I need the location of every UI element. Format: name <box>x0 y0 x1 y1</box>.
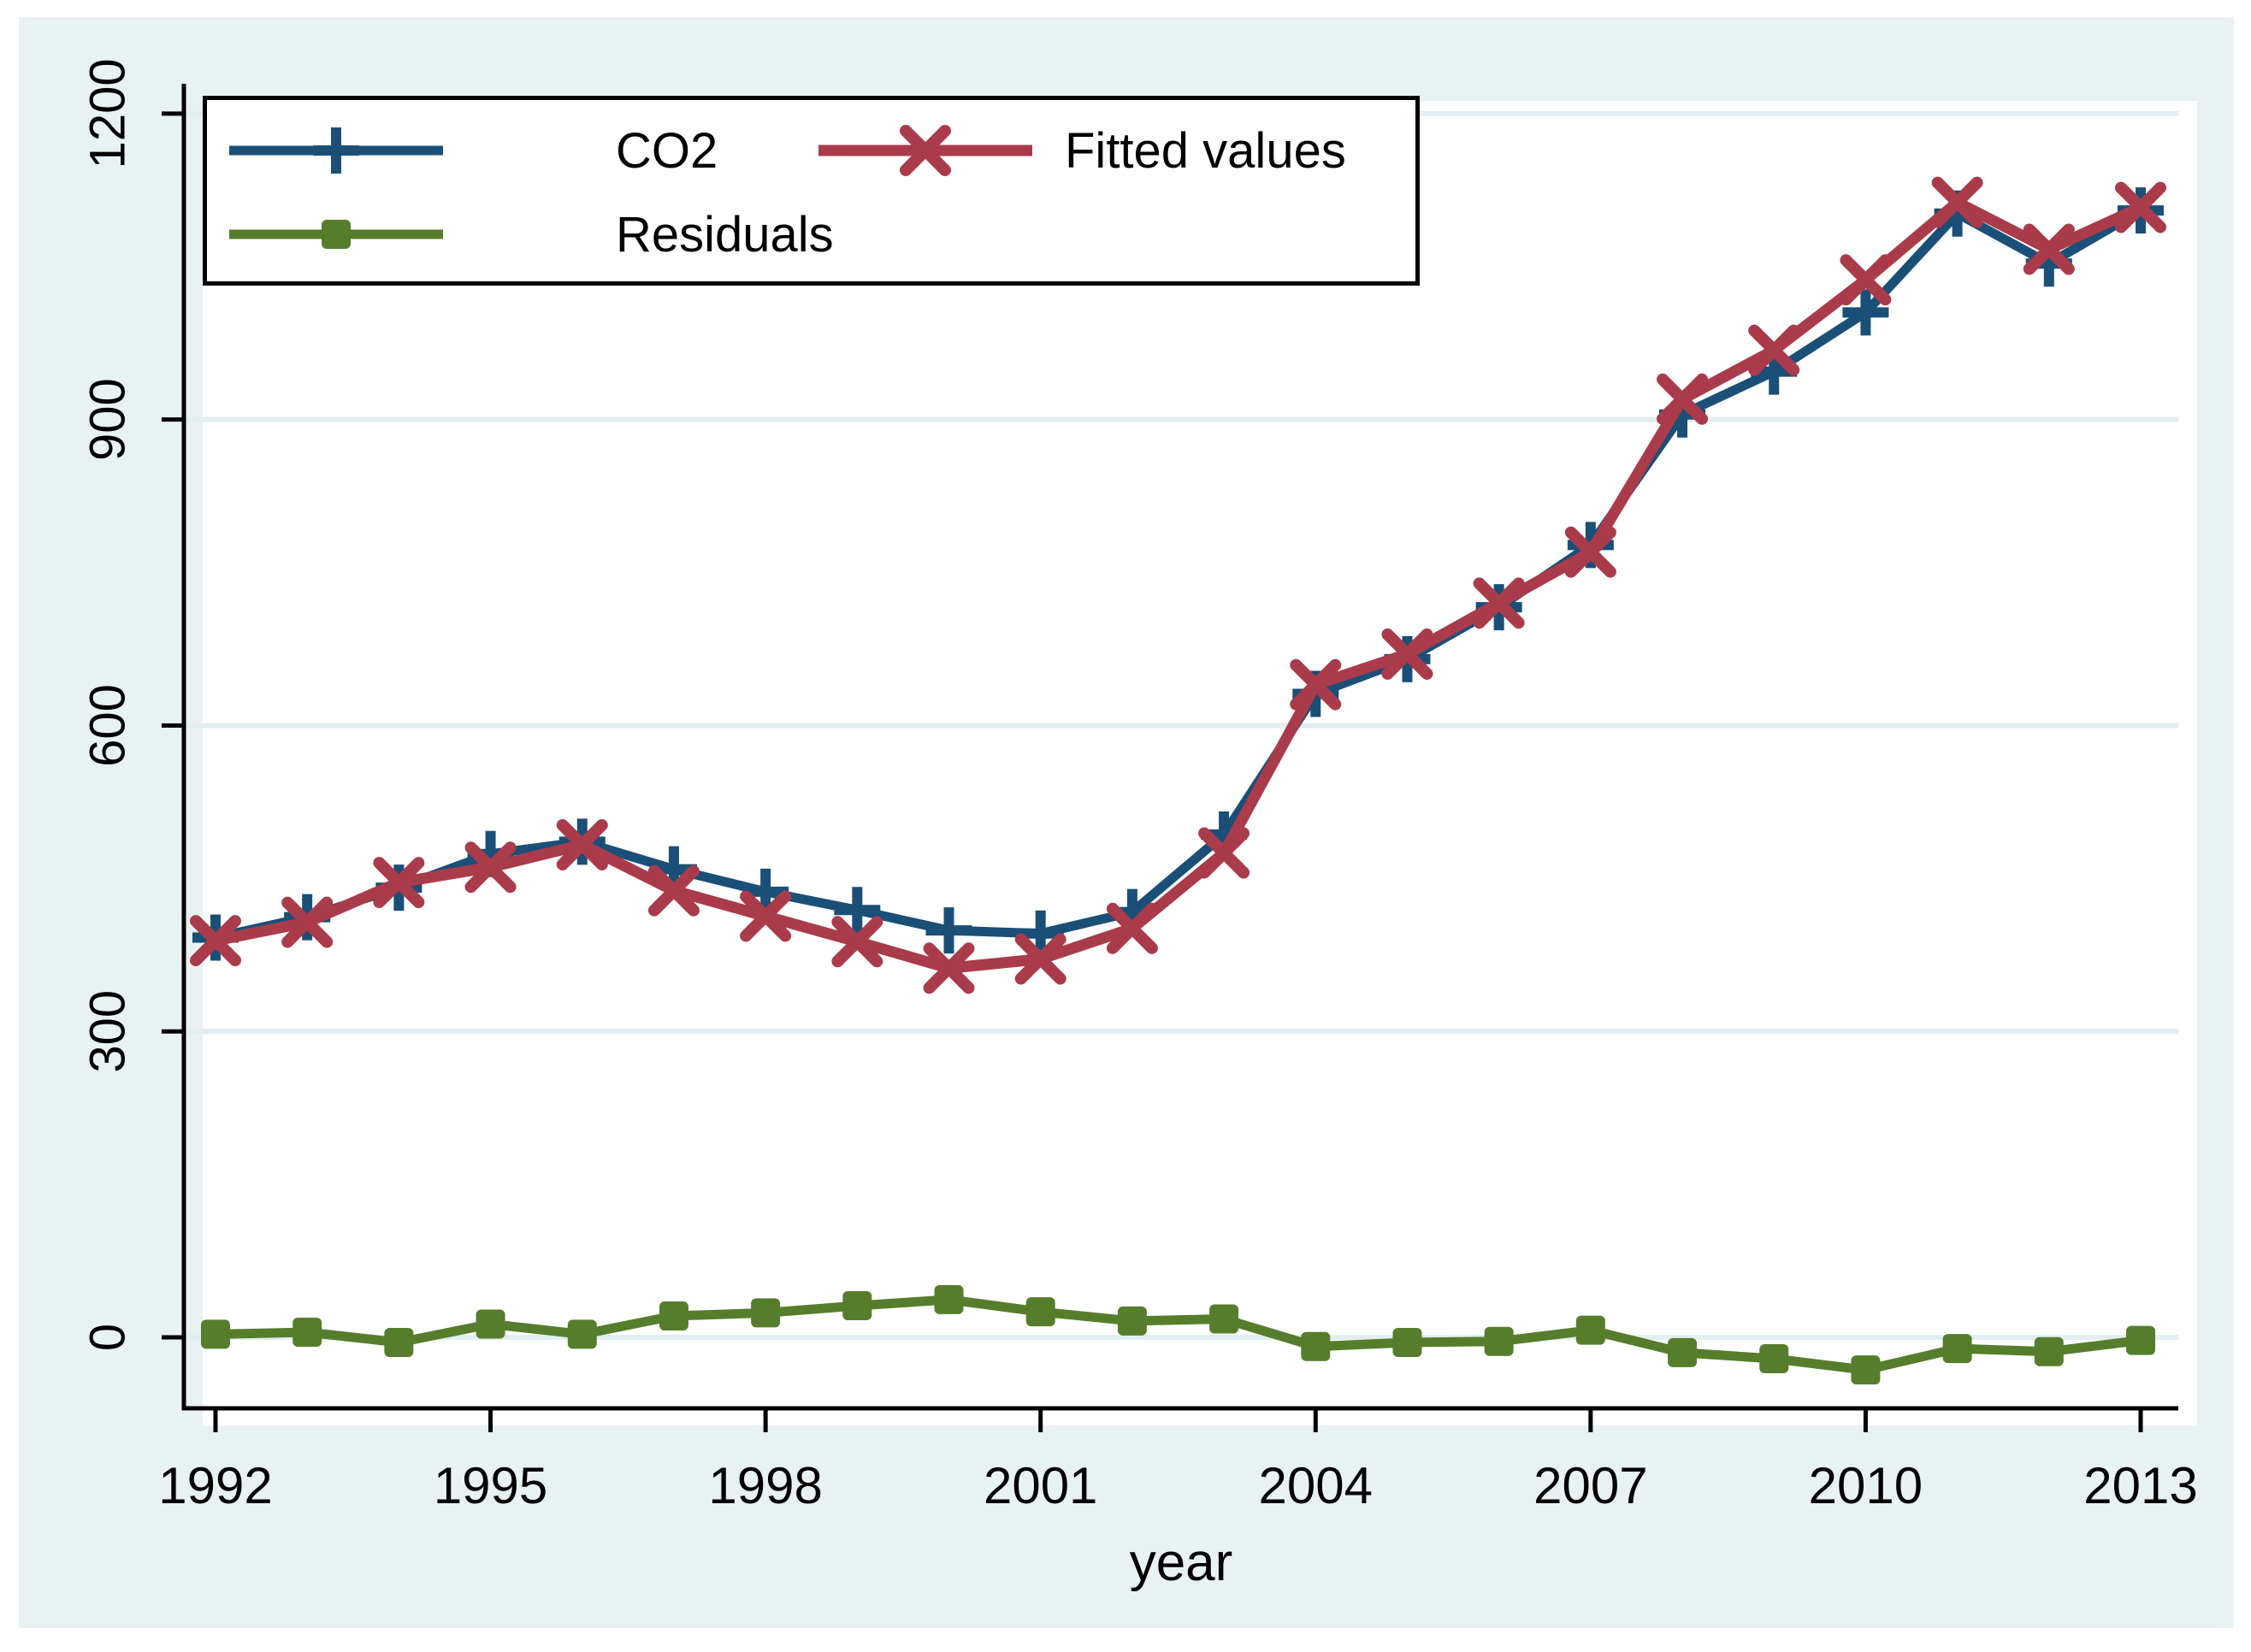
y-tick-label: 600 <box>80 684 135 767</box>
residuals-line-marker <box>2125 1325 2155 1355</box>
fitted-values-line-marker <box>647 864 700 917</box>
fitted-values-line-marker <box>464 841 517 894</box>
fitted-values-line-marker <box>1014 933 1066 985</box>
residuals-line-marker <box>1668 1337 1698 1367</box>
legend-sample-svg <box>229 220 443 249</box>
residuals-line-marker <box>1209 1304 1239 1334</box>
fitted-values-line-marker <box>1564 526 1616 578</box>
legend-label-residuals: Residuals <box>616 206 834 263</box>
residuals-line-marker <box>292 1318 322 1348</box>
residuals-line-marker <box>934 1284 964 1314</box>
legend-sample-residuals <box>229 196 443 273</box>
fitted-values-line <box>214 197 2143 974</box>
x-tick-label: 2004 <box>1259 1457 1373 1514</box>
x-tick-label: 1992 <box>158 1457 272 1514</box>
residuals-line-marker <box>567 1319 597 1349</box>
residuals-line-marker <box>751 1298 781 1328</box>
legend-sample-marker <box>322 220 351 249</box>
fitted-values-line-marker <box>1840 254 1892 306</box>
fitted-values-line-marker <box>373 857 425 909</box>
fitted-values-line-marker <box>923 942 975 994</box>
residuals-line-marker <box>1025 1297 1055 1327</box>
legend-label-fitted-values: Fitted values <box>1065 122 1346 179</box>
legend-sample-svg <box>229 127 443 174</box>
legend-sample-fitted-values <box>818 112 1032 189</box>
legend-sample-svg <box>818 125 1032 176</box>
y-tick-label: 300 <box>80 990 135 1073</box>
residuals-line <box>215 1295 2142 1375</box>
fitted-values-line-marker <box>1290 658 1342 711</box>
fitted-values-line-marker <box>831 916 883 968</box>
x-axis-title: year <box>1129 1533 1233 1592</box>
legend-box: CO2 Fitted values Residuals <box>203 96 1420 286</box>
fitted-values-line-marker <box>2114 181 2166 233</box>
residuals-line-marker <box>1575 1315 1605 1345</box>
fitted-values-line-marker <box>1106 902 1158 954</box>
co2-line <box>214 206 2143 942</box>
residuals-line-marker <box>1117 1306 1147 1336</box>
legend-sample-co2 <box>229 112 443 189</box>
x-tick-label: 2007 <box>1533 1457 1647 1514</box>
fitted-values-line-marker <box>281 896 334 948</box>
fitted-values-line-marker <box>556 818 608 870</box>
x-tick-label: 2013 <box>2083 1457 2197 1514</box>
y-tick-label: 1200 <box>80 58 135 168</box>
x-tick-label: 2001 <box>984 1457 1097 1514</box>
fitted-values-line-marker <box>1657 373 1709 425</box>
x-tick-label: 1998 <box>708 1457 822 1514</box>
fitted-values-line-marker <box>2023 223 2075 275</box>
residuals-line-marker <box>384 1327 414 1357</box>
y-tick-label: 900 <box>80 378 135 461</box>
x-tick-label: 2010 <box>1809 1457 1923 1514</box>
fitted-values-line-marker <box>1198 827 1250 879</box>
fitted-values-line-marker <box>1931 176 1983 228</box>
residuals-line-marker <box>2034 1336 2064 1366</box>
fitted-values-line-marker <box>190 915 241 967</box>
residuals-line-marker <box>1301 1331 1331 1361</box>
residuals-line-marker <box>1392 1327 1422 1357</box>
residuals-line-marker <box>476 1309 505 1339</box>
fitted-values-line-marker <box>1381 628 1433 680</box>
y-tick-label: 0 <box>80 1324 135 1351</box>
residuals-line-marker <box>842 1291 872 1321</box>
residuals-line-marker <box>659 1301 688 1330</box>
residuals-line-marker <box>1942 1334 1972 1364</box>
residuals-line-marker <box>1851 1355 1881 1385</box>
legend-sample-marker <box>900 125 951 176</box>
fitted-values-line-marker <box>740 890 792 942</box>
residuals-line-marker <box>1484 1326 1514 1356</box>
fitted-values-line-marker <box>1748 324 1800 376</box>
fitted-values-line-marker <box>1473 577 1525 629</box>
legend-label-co2: CO2 <box>616 122 718 179</box>
residuals-line-marker <box>201 1319 230 1349</box>
x-tick-label: 1995 <box>434 1457 547 1514</box>
residuals-line-marker <box>1759 1344 1789 1374</box>
